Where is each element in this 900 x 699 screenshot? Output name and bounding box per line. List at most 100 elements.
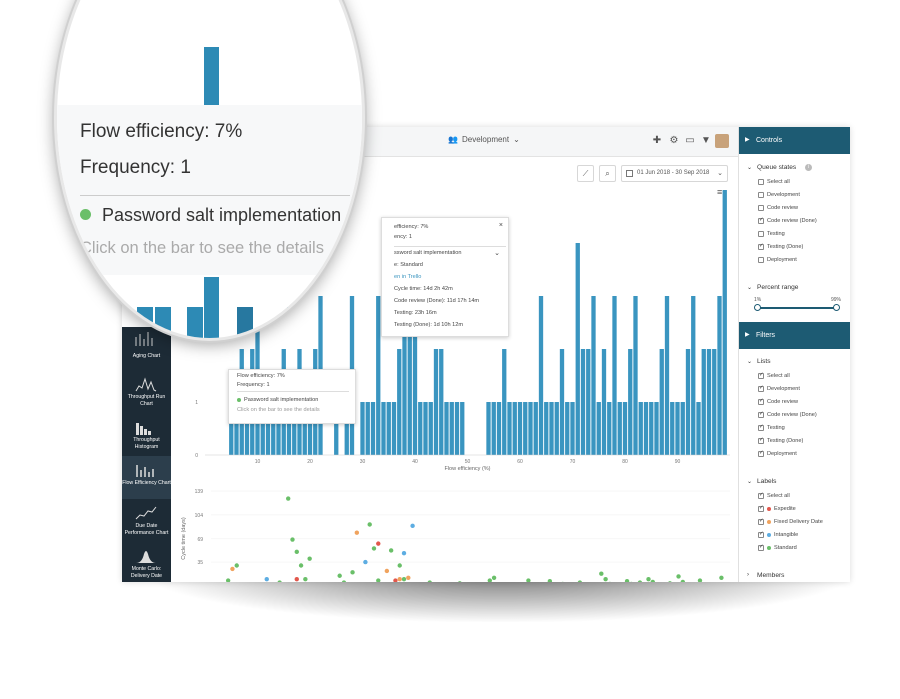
histogram-bar[interactable]: [370, 402, 376, 455]
scatter-point[interactable]: [401, 550, 407, 556]
scatter-point[interactable]: [650, 579, 655, 582]
checkbox-row[interactable]: Expedite: [758, 505, 796, 512]
checkbox-row[interactable]: Code review (Done): [758, 217, 817, 224]
histogram-bar[interactable]: [334, 402, 339, 455]
checkbox-row[interactable]: Testing: [758, 424, 785, 431]
monitor-icon[interactable]: ▭: [685, 135, 695, 146]
histogram-bar[interactable]: [586, 349, 591, 455]
checkbox-row[interactable]: Deployment: [758, 257, 797, 263]
checkbox[interactable]: [758, 257, 764, 263]
histogram-bar[interactable]: [386, 402, 391, 455]
checkbox-row[interactable]: Testing (Done): [758, 243, 803, 250]
scatter-point[interactable]: [376, 578, 381, 582]
scatter-point[interactable]: [680, 579, 686, 582]
histogram-bar[interactable]: [554, 402, 559, 455]
board-selector[interactable]: 👥 Development ⌄: [448, 135, 520, 144]
checkbox[interactable]: [758, 205, 764, 211]
histogram-bar[interactable]: [628, 349, 633, 455]
histogram-bar[interactable]: [559, 349, 565, 455]
scatter-point[interactable]: [371, 546, 377, 551]
histogram-bar[interactable]: [570, 402, 575, 455]
histogram-bar[interactable]: [491, 402, 496, 455]
histogram-bar[interactable]: [638, 402, 643, 455]
histogram-bar[interactable]: [691, 296, 696, 455]
cycle-time-scatterplot[interactable]: 03569104139Cycle time (days)11 Jun18 Jun…: [171, 475, 738, 582]
histogram-bar[interactable]: [675, 402, 680, 455]
chevron-down-icon[interactable]: ⌄: [494, 250, 500, 257]
scatter-point[interactable]: [294, 549, 299, 555]
histogram-bar[interactable]: [260, 402, 265, 455]
histogram-bar[interactable]: [512, 402, 517, 455]
histogram-bar[interactable]: [685, 349, 691, 455]
scatter-point[interactable]: [719, 575, 724, 580]
histogram-bar[interactable]: [286, 402, 292, 455]
scatter-point[interactable]: [487, 578, 493, 582]
scatter-point[interactable]: [491, 575, 497, 580]
histogram-bar[interactable]: [292, 402, 297, 455]
checkbox-row[interactable]: Code review (Done): [758, 411, 817, 418]
close-icon[interactable]: ×: [498, 222, 503, 229]
checkbox[interactable]: [758, 411, 764, 418]
checkbox[interactable]: [758, 505, 764, 512]
histogram-bar[interactable]: [397, 349, 402, 455]
histogram-bar[interactable]: [439, 349, 444, 455]
scatter-point[interactable]: [406, 575, 411, 580]
histogram-bar[interactable]: [407, 296, 412, 455]
histogram-bar[interactable]: [271, 402, 276, 455]
date-range-picker[interactable]: 01 Jun 2018 - 30 Sep 2018 ⌄: [621, 165, 728, 182]
histogram-bar[interactable]: [717, 296, 722, 455]
histogram-bar[interactable]: [701, 349, 706, 455]
histogram-bar[interactable]: [580, 349, 586, 455]
histogram-bar[interactable]: [575, 243, 580, 455]
scatter-point[interactable]: [577, 580, 582, 582]
histogram-bar[interactable]: [496, 402, 502, 455]
histogram-bar[interactable]: [549, 402, 554, 455]
scatter-point[interactable]: [401, 576, 407, 582]
histogram-bar[interactable]: [612, 296, 617, 455]
checkbox-row[interactable]: Fixed Delivery Date: [758, 518, 823, 525]
histogram-bar[interactable]: [544, 402, 549, 455]
histogram-bar[interactable]: [376, 296, 381, 455]
scatter-point[interactable]: [457, 581, 462, 582]
sidebar-item-due-date-performance-chart[interactable]: Due Date Performance Chart: [122, 499, 171, 542]
histogram-bar[interactable]: [428, 402, 433, 455]
scatter-point[interactable]: [599, 571, 604, 576]
histogram-bar[interactable]: [449, 402, 454, 455]
histogram-bar[interactable]: [617, 402, 622, 455]
scatter-point[interactable]: [341, 580, 347, 582]
histogram-bar[interactable]: [444, 402, 449, 455]
scatter-point[interactable]: [294, 576, 299, 582]
scatter-point[interactable]: [397, 576, 402, 582]
checkbox-row[interactable]: Testing: [758, 231, 785, 237]
scatter-point[interactable]: [290, 537, 295, 542]
histogram-bar[interactable]: [712, 349, 717, 455]
histogram-bar[interactable]: [565, 402, 570, 455]
info-icon[interactable]: i: [805, 164, 812, 171]
scatter-point[interactable]: [354, 530, 360, 535]
histogram-bar[interactable]: [365, 402, 370, 455]
sidebar-item-flow-efficiency-chart[interactable]: Flow Efficiency Chart: [122, 456, 171, 499]
histogram-bar[interactable]: [622, 402, 628, 455]
scatter-point[interactable]: [427, 580, 432, 582]
scatter-point[interactable]: [697, 578, 703, 582]
sidebar-item-throughput-histogram[interactable]: Throughput Histogram: [122, 413, 171, 456]
histogram-bar[interactable]: [229, 402, 234, 455]
controls-header[interactable]: ▶ Controls: [739, 127, 850, 154]
histogram-bar[interactable]: [680, 402, 685, 455]
checkbox[interactable]: [758, 531, 764, 538]
histogram-bar[interactable]: [659, 349, 664, 455]
scatter-point[interactable]: [363, 559, 368, 565]
checkbox-row[interactable]: Select all: [758, 179, 790, 185]
histogram-bar[interactable]: [507, 402, 512, 455]
histogram-bar[interactable]: [502, 349, 507, 455]
checkbox-row[interactable]: Deployment: [758, 450, 797, 457]
scatter-point[interactable]: [624, 579, 630, 582]
scatter-point[interactable]: [397, 563, 402, 568]
histogram-bar[interactable]: [344, 402, 349, 455]
histogram-bar[interactable]: [654, 402, 659, 455]
histogram-bar[interactable]: [360, 402, 365, 455]
checkbox[interactable]: [758, 398, 764, 405]
checkbox[interactable]: [758, 437, 764, 444]
checkbox[interactable]: [758, 372, 764, 379]
histogram-bar[interactable]: [460, 402, 465, 455]
